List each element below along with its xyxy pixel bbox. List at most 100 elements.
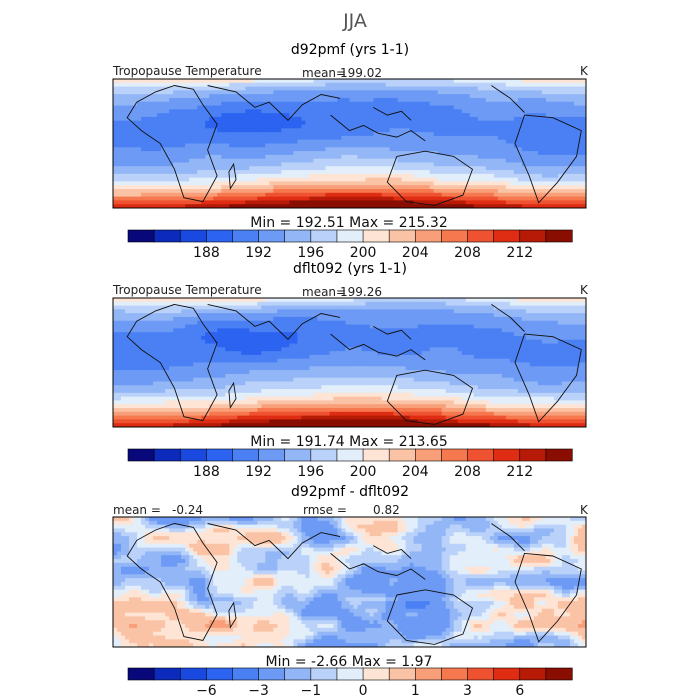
map-cell	[113, 320, 118, 326]
map-cell	[501, 185, 507, 190]
map-cell	[513, 86, 519, 91]
map-cell	[309, 109, 315, 114]
map-cell	[401, 185, 407, 190]
map-cell	[549, 170, 555, 175]
map-cell	[285, 113, 290, 118]
map-cell	[173, 313, 178, 318]
map-cell	[225, 170, 230, 175]
map-cell	[489, 313, 495, 318]
map-cell	[421, 79, 427, 84]
map-cell	[373, 162, 379, 167]
map-cell	[393, 139, 399, 145]
map-cell	[377, 90, 383, 95]
map-cell	[449, 147, 455, 152]
map-cell	[485, 192, 491, 198]
map-cell	[457, 298, 463, 303]
map-cell	[477, 143, 483, 148]
map-cell	[277, 309, 282, 314]
map-cell	[421, 166, 427, 171]
map-cell	[301, 120, 307, 126]
map-cell	[253, 90, 258, 95]
map-cell	[517, 305, 523, 310]
map-cell	[489, 132, 495, 137]
map-cell	[461, 82, 467, 88]
map-cell	[189, 320, 194, 326]
map-cell	[525, 147, 531, 152]
map-cell	[537, 139, 543, 145]
map-cell	[497, 90, 503, 95]
map-cell	[253, 192, 258, 198]
map-cell	[409, 120, 415, 126]
map-cell	[437, 120, 443, 126]
map-cell	[557, 147, 563, 152]
map-cell	[465, 192, 471, 198]
map-cell	[449, 158, 455, 164]
map-cell	[397, 132, 403, 137]
map-cell	[549, 101, 555, 107]
map-cell	[577, 154, 583, 160]
map-cell	[345, 154, 351, 160]
map-cell	[201, 305, 206, 310]
map-cell	[581, 154, 586, 160]
map-cell	[361, 82, 367, 88]
map-cell	[533, 82, 539, 88]
map-cell	[461, 177, 467, 183]
map-cell	[381, 113, 387, 118]
map-cell	[461, 200, 467, 205]
map-cell	[273, 324, 278, 329]
map-cell	[213, 192, 218, 198]
map-cell	[405, 147, 411, 152]
map-cell	[317, 189, 323, 194]
map-cell	[205, 86, 210, 91]
map-cell	[201, 124, 206, 129]
map-cell	[541, 94, 547, 99]
map-cell	[329, 124, 335, 129]
map-cell	[381, 90, 387, 95]
map-cell	[493, 97, 499, 103]
map-cell	[113, 120, 118, 126]
map-cell	[561, 139, 567, 145]
map-cell	[497, 170, 503, 175]
map-cell	[341, 181, 347, 186]
map-cell	[457, 189, 463, 194]
map-cell	[465, 309, 471, 314]
map-cell	[509, 128, 515, 133]
map-cell	[541, 90, 547, 95]
map-cell	[401, 94, 407, 99]
map-cell	[313, 204, 319, 208]
map-cell	[301, 154, 307, 160]
map-cell	[349, 301, 355, 307]
map-cell	[217, 324, 222, 329]
map-cell	[553, 166, 559, 171]
map-cell	[185, 135, 190, 141]
map-cell	[169, 139, 174, 145]
map-cell	[377, 309, 383, 314]
map-cell	[329, 166, 335, 171]
map-cell	[273, 79, 278, 84]
map-cell	[421, 113, 427, 118]
map-cell	[313, 116, 319, 122]
map-cell	[361, 86, 367, 91]
map-cell	[253, 132, 258, 137]
map-cell	[137, 324, 142, 329]
map-cell	[297, 192, 302, 198]
map-cell	[329, 324, 335, 329]
map-cell	[581, 298, 586, 303]
map-cell	[445, 301, 451, 307]
map-cell	[229, 79, 234, 84]
map-cell	[233, 86, 238, 91]
map-cell	[429, 101, 435, 107]
map-cell	[493, 162, 499, 167]
colorbar-swatch	[232, 229, 260, 243]
map-cell	[181, 132, 186, 137]
map-cell	[313, 200, 319, 205]
map-cell	[433, 192, 439, 198]
map-cell	[253, 166, 258, 171]
map-cell	[409, 204, 415, 208]
map-cell	[197, 132, 202, 137]
map-cell	[373, 139, 379, 145]
map-cell	[257, 154, 262, 160]
map-cell	[185, 301, 190, 307]
map-cell	[249, 90, 254, 95]
map-cell	[249, 132, 254, 137]
